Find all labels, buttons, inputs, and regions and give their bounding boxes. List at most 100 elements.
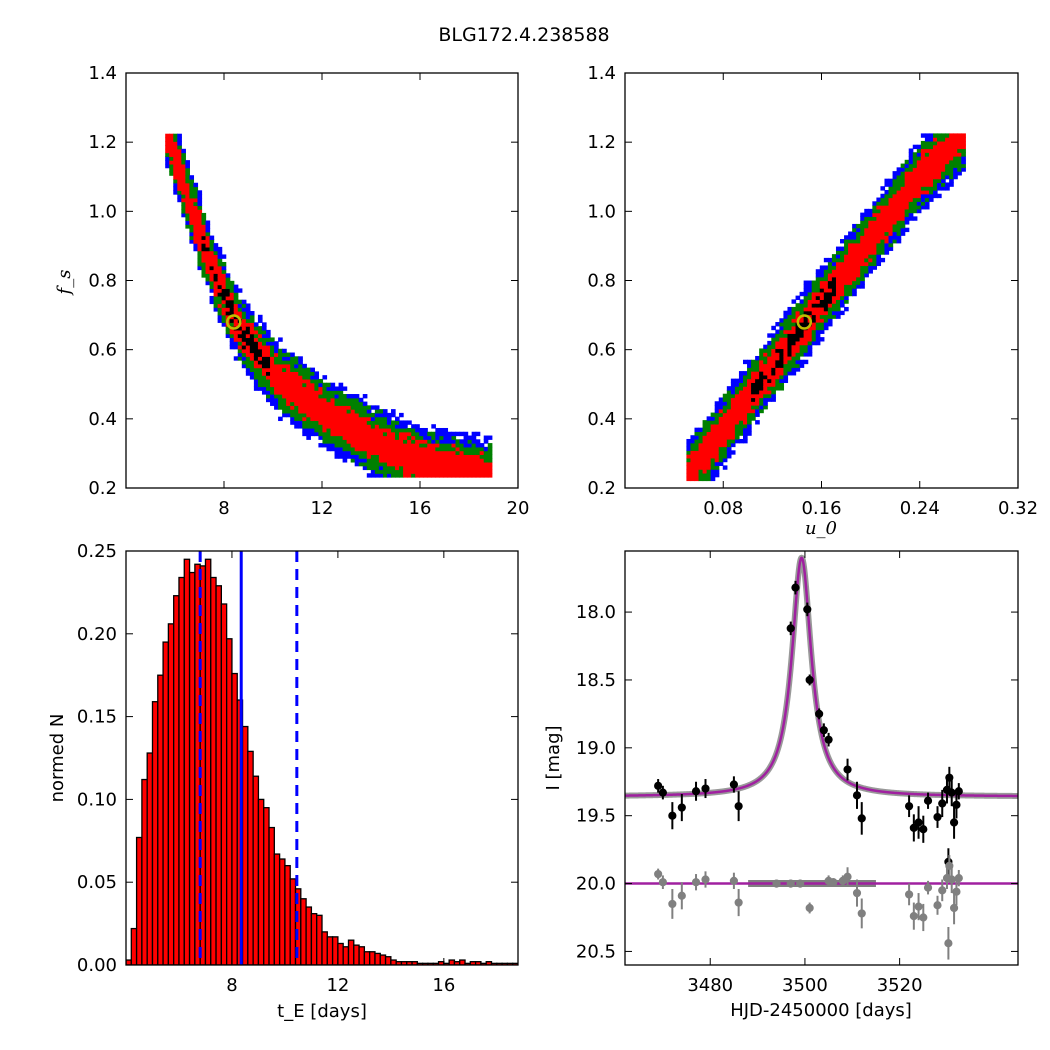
- heatmap-cell: [306, 424, 311, 429]
- heatmap-cell: [358, 405, 364, 410]
- heatmap-cell: [390, 435, 396, 440]
- data-point: [947, 788, 956, 797]
- heatmap-cell: [350, 401, 356, 406]
- heatmap-cell: [844, 272, 849, 278]
- heatmap-cell: [201, 269, 207, 274]
- heatmap-cell: [706, 454, 712, 459]
- heatmap-cell: [710, 450, 716, 455]
- heatmap-cell: [326, 412, 332, 418]
- heatmap-cell: [415, 443, 420, 448]
- heatmap-cell: [920, 182, 926, 187]
- heatmap-cell: [848, 284, 853, 289]
- heatmap-cell: [864, 269, 869, 274]
- heatmap-cell: [390, 454, 396, 459]
- y-tick-label: 0.8: [88, 271, 117, 292]
- heatmap-cell: [201, 220, 207, 225]
- heatmap-cell: [775, 363, 780, 368]
- heatmap-cell: [896, 174, 902, 180]
- residual-point: [949, 903, 959, 913]
- heatmap-cell: [807, 284, 813, 289]
- heatmap-cell: [827, 272, 833, 278]
- heatmap-cell: [270, 401, 275, 406]
- heatmap-cell: [241, 299, 247, 305]
- heatmap-cell: [374, 458, 380, 463]
- heatmap-cell: [193, 212, 199, 218]
- heatmap-cell: [795, 355, 801, 361]
- heatmap-cell: [241, 322, 247, 327]
- heatmap-cell: [459, 473, 465, 478]
- heatmap-cell: [390, 473, 396, 478]
- heatmap-cell: [819, 269, 825, 274]
- heatmap-cell: [229, 284, 235, 289]
- heatmap-cell: [932, 167, 938, 172]
- heatmap-cell: [342, 427, 348, 433]
- heatmap-cell: [165, 160, 170, 165]
- heatmap-cell: [185, 209, 190, 214]
- heatmap-cell: [916, 148, 922, 153]
- heatmap-cell: [900, 208, 906, 214]
- heatmap-cell: [342, 397, 348, 403]
- heatmap-cell: [734, 438, 740, 444]
- heatmap-cell: [334, 439, 340, 444]
- heatmap-cell: [386, 461, 392, 467]
- heatmap-cell: [864, 242, 869, 248]
- heatmap-cell: [366, 435, 372, 440]
- heatmap-cell: [924, 133, 930, 138]
- heatmap-cell: [233, 288, 239, 293]
- heatmap-cell: [844, 246, 849, 251]
- heatmap-cell: [896, 216, 902, 221]
- heatmap-cell: [932, 140, 938, 146]
- heatmap-cell: [229, 295, 235, 301]
- heatmap-cell: [261, 329, 267, 335]
- heatmap-cell: [306, 435, 311, 440]
- heatmap-cell: [302, 382, 307, 388]
- heatmap-cell: [698, 465, 704, 470]
- heatmap-cell: [823, 265, 829, 270]
- heatmap-cell: [698, 476, 704, 482]
- heatmap-cell: [423, 443, 428, 448]
- heatmap-cell: [338, 439, 344, 444]
- heatmap-cell: [941, 171, 946, 176]
- heatmap-cell: [261, 360, 267, 365]
- heatmap-cell: [710, 469, 716, 474]
- heatmap-cell: [734, 431, 740, 436]
- histogram-bar: [252, 775, 260, 965]
- heatmap-cell: [686, 461, 692, 466]
- heatmap-cell: [694, 450, 700, 455]
- heatmap-cell: [823, 314, 829, 319]
- heatmap-cell: [382, 465, 388, 471]
- heatmap-cell: [213, 269, 219, 274]
- heatmap-cell: [338, 382, 344, 388]
- heatmap-cell: [957, 137, 962, 142]
- heatmap-cell: [730, 442, 736, 448]
- heatmap-cell: [690, 438, 696, 444]
- heatmap-cell: [892, 220, 898, 225]
- heatmap-cell: [302, 427, 307, 433]
- heatmap-cell: [362, 405, 368, 410]
- heatmap-cell: [330, 435, 336, 440]
- heatmap-cell: [233, 341, 239, 346]
- heatmap-cell: [714, 446, 720, 451]
- heatmap-cell: [872, 261, 877, 267]
- heatmap-cell: [217, 269, 223, 274]
- heatmap-cell: [759, 355, 764, 361]
- heatmap-cell: [467, 461, 473, 467]
- heatmap-cell: [868, 257, 873, 263]
- heatmap-cell: [330, 443, 336, 448]
- heatmap-cell: [358, 454, 364, 459]
- heatmap-cell: [763, 374, 768, 380]
- heatmap-cell: [455, 465, 461, 471]
- heatmap-cell: [290, 367, 295, 372]
- heatmap-cell: [888, 189, 894, 195]
- heatmap-cell: [928, 182, 934, 187]
- heatmap-cell: [900, 201, 906, 206]
- heatmap-cell: [233, 337, 239, 342]
- heatmap-cell: [835, 280, 841, 285]
- heatmap-cell: [270, 337, 275, 342]
- heatmap-cell: [928, 137, 934, 142]
- data-point: [729, 780, 739, 789]
- y-tick-label: 0.15: [77, 707, 117, 728]
- heatmap-cell: [803, 284, 809, 289]
- heatmap-cell: [783, 322, 789, 327]
- heatmap-cell: [314, 375, 320, 380]
